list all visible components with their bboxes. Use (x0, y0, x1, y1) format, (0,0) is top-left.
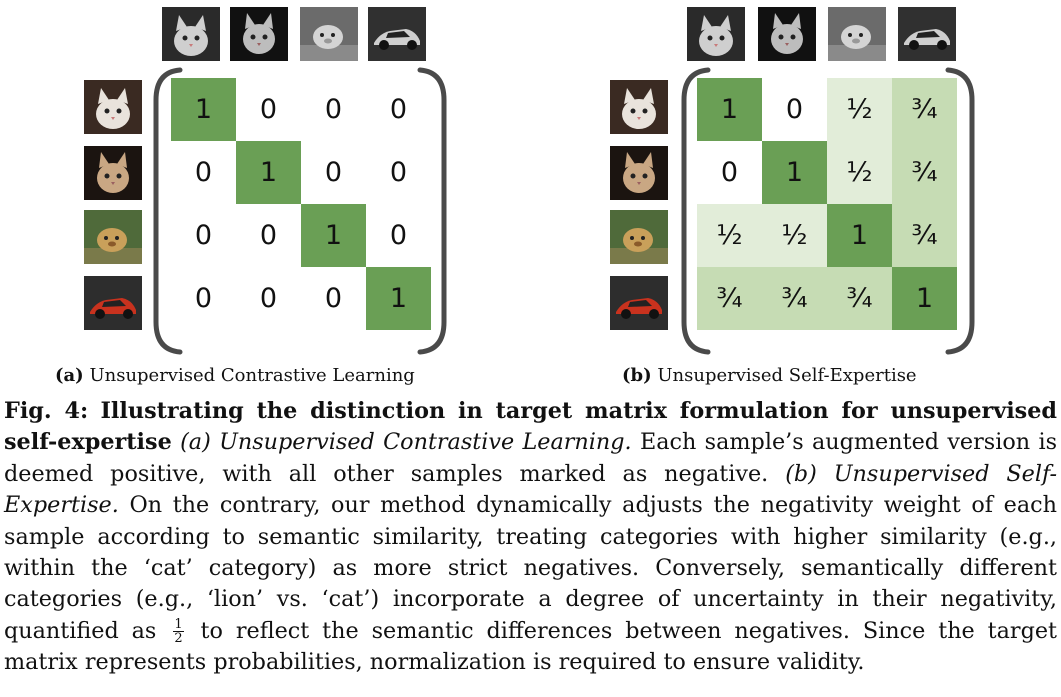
matrix-cell: 0 (301, 141, 366, 204)
matrix-cell: 1 (827, 204, 892, 267)
matrix-cell: 0 (236, 267, 301, 330)
subcaption-b-tag: (b) (622, 365, 652, 386)
matrix-cell: 0 (697, 141, 762, 204)
fraction-denominator: 2 (174, 631, 183, 647)
matrix-cell: ¾ (892, 78, 957, 141)
right-bracket (942, 66, 978, 356)
matrix-cell: 0 (236, 204, 301, 267)
matrix-cell: ¾ (827, 267, 892, 330)
matrix-cell: 0 (236, 78, 301, 141)
col-image-lion (828, 7, 886, 61)
subcaption-b: (b) Unsupervised Self-Expertise (622, 365, 917, 386)
matrix-cell: ¾ (697, 267, 762, 330)
row-image-tabby-cat (610, 146, 668, 200)
matrix-cell: 0 (366, 204, 431, 267)
figure-caption: Fig. 4: Illustrating the distinction in … (4, 396, 1057, 679)
matrix-cell: ¾ (762, 267, 827, 330)
matrix-cell: ½ (762, 204, 827, 267)
row-image-sports-car (84, 276, 142, 330)
row-image-sports-car (610, 276, 668, 330)
matrix-cell: 0 (366, 141, 431, 204)
subcaption-a: (a) Unsupervised Contrastive Learning (55, 365, 415, 386)
matrix-cell: 1 (301, 204, 366, 267)
caption-part-a-text: Each sample’s augmented version is deeme… (4, 429, 1058, 487)
matrix-cell: ½ (827, 141, 892, 204)
caption-part-b-text-2: to reflect the semantic differences betw… (4, 617, 1058, 676)
col-image-cat-1 (162, 7, 220, 61)
matrix-cell: ½ (697, 204, 762, 267)
col-image-cat-1 (687, 7, 745, 61)
matrix-cell: ¾ (892, 141, 957, 204)
matrix-cell: 0 (366, 78, 431, 141)
matrix-cell: 1 (366, 267, 431, 330)
matrix-cell: ½ (827, 78, 892, 141)
row-image-white-kitten (610, 80, 668, 134)
caption-part-b-text-1: On the contrary, our method dynamically … (4, 492, 1057, 644)
left-bracket (678, 66, 714, 356)
subcaption-a-text: Unsupervised Contrastive Learning (89, 365, 415, 386)
row-image-white-kitten (84, 80, 142, 134)
caption-part-b-label: (b) Unsupervised Self-Expertise. (4, 460, 1057, 519)
col-image-cat-2 (230, 7, 288, 61)
caption-part-a-label: (a) Unsupervised Contrastive Learning. (180, 429, 632, 456)
col-image-lion (300, 7, 358, 61)
matrix-cell: 0 (301, 78, 366, 141)
subcaption-a-tag: (a) (55, 365, 84, 386)
row-image-lion-cub (84, 210, 142, 264)
matrix-cell: 1 (171, 78, 236, 141)
matrix-cell: 0 (171, 267, 236, 330)
col-image-car (898, 7, 956, 61)
matrix-cell: 1 (697, 78, 762, 141)
fraction-numerator: 1 (173, 617, 184, 633)
matrix-cell: 0 (762, 78, 827, 141)
right-bracket (414, 66, 450, 356)
matrix-cell: 1 (236, 141, 301, 204)
row-image-tabby-cat (84, 146, 142, 200)
left-bracket (150, 66, 186, 356)
matrix-cell: ¾ (892, 204, 957, 267)
subcaption-b-text: Unsupervised Self-Expertise (657, 365, 917, 386)
matrix-cell: 0 (171, 204, 236, 267)
caption-title: Illustrating the distinction in target m… (4, 398, 1058, 456)
matrix-cell: 1 (762, 141, 827, 204)
matrix-cell: 0 (301, 267, 366, 330)
col-image-car (368, 7, 426, 61)
matrix-cell: 1 (892, 267, 957, 330)
row-image-lion-cub (610, 210, 668, 264)
matrix-cell: 0 (171, 141, 236, 204)
col-image-cat-2 (758, 7, 816, 61)
caption-fig-label: Fig. 4: (4, 398, 89, 424)
